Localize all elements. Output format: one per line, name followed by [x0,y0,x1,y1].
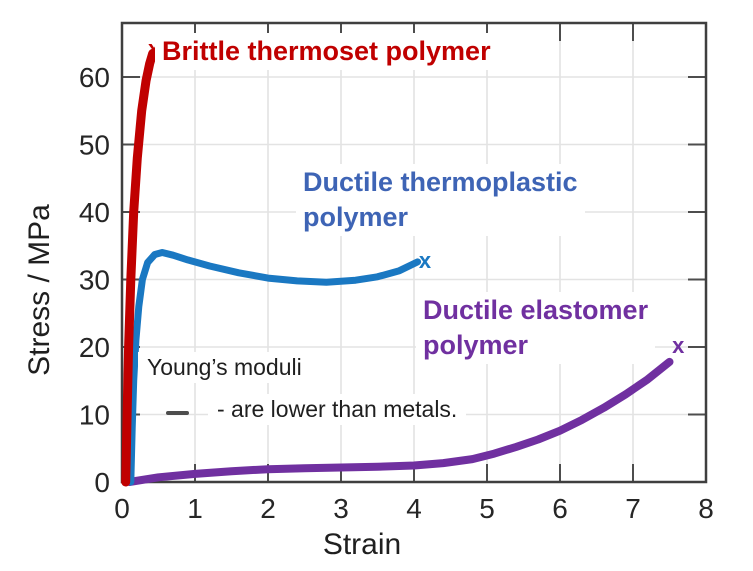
x-tick-label: 3 [333,493,349,524]
curve-brittle-thermoset-polymer [121,48,158,487]
annotation-lower-than-metals: - are lower than metals. [208,394,467,425]
y-tick-label: 10 [79,400,110,431]
curve-ductile-thermoplastic-polymer [127,249,422,486]
curve-ductile-elastomer-polymer [125,357,674,486]
x-axis-label: Strain [322,528,402,561]
plot-border [120,21,708,484]
x-tick-label: 1 [187,493,203,524]
label-line: Ductile elastomer [423,295,649,325]
y-tick-label: 0 [94,467,110,498]
label-line: Brittle thermoset polymer [162,36,491,66]
label-line: polymer [303,202,409,232]
dash-mark [166,411,189,415]
label-line: Ductile thermoplastic [303,167,578,197]
x-tick-label: 4 [406,493,422,524]
y-tick-label: 60 [79,62,110,93]
label-line: polymer [423,330,529,360]
x-tick-label: 6 [552,493,568,524]
x-tick-label: 5 [479,493,495,524]
annotation-young-moduli: Young’s moduli [138,352,311,383]
label-ductile-thermoplastic-polymer: Ductile thermoplastic polymer [296,164,585,236]
label-brittle-thermoset-polymer: Brittle thermoset polymer [155,33,498,70]
x-tick-label: 8 [698,493,714,524]
y-tick-label: 50 [79,130,110,161]
y-tick-label: 30 [79,265,110,296]
y-axis-label: Stress / MPa [23,204,56,376]
fracture-marker-ductile-thermoplastic-polymer: x [419,248,432,273]
y-tick-label: 40 [79,197,110,228]
x-tick-label: 0 [114,493,130,524]
x-tick-label: 2 [260,493,276,524]
label-ductile-elastomer-polymer: Ductile elastomer polymer [416,292,656,364]
fracture-marker-ductile-elastomer-polymer: x [672,333,685,358]
y-tick-label: 20 [79,332,110,363]
x-tick-label: 7 [625,493,641,524]
